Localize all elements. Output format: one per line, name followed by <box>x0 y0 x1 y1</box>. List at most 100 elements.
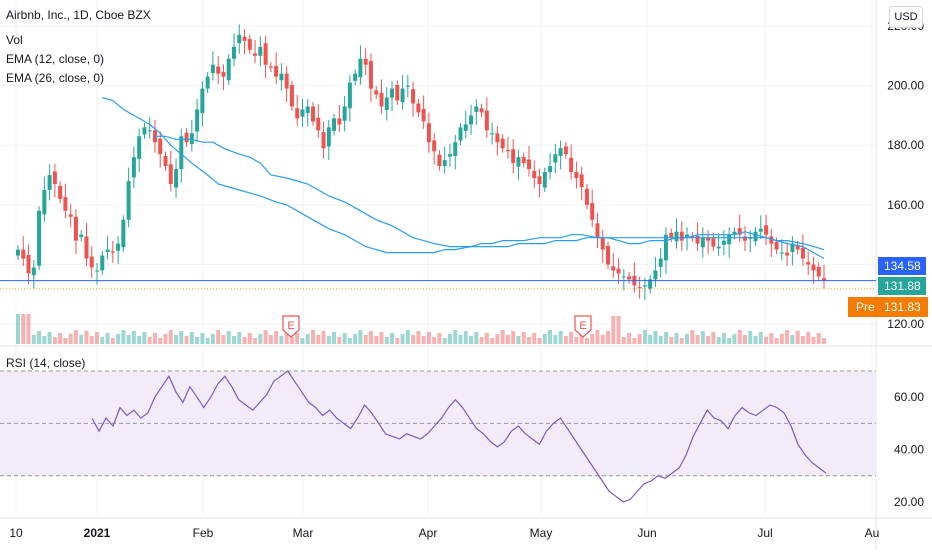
candle-body <box>395 85 400 101</box>
volume-bar <box>621 337 626 344</box>
volume-bar <box>258 334 263 344</box>
candle-body <box>205 76 210 89</box>
candle-body <box>474 106 479 112</box>
candle-body <box>542 172 547 188</box>
volume-bar <box>437 333 442 344</box>
candle-body <box>400 88 405 103</box>
candle-body <box>553 154 558 163</box>
candle-body <box>642 285 647 287</box>
rsi-legend[interactable]: RSI (14, close) <box>6 356 86 370</box>
candle-body <box>311 106 316 122</box>
candle-body <box>495 133 500 143</box>
candle-body <box>574 172 579 179</box>
volume-bar <box>89 336 94 344</box>
volume-bar <box>205 338 210 344</box>
price-tick-label: 120.00 <box>887 317 924 331</box>
volume-bar <box>526 337 531 344</box>
earnings-marker[interactable]: E <box>574 315 592 338</box>
volume-legend[interactable]: Vol <box>6 33 23 47</box>
rsi-tick-label: 40.00 <box>894 443 924 457</box>
volume-bar <box>484 333 489 344</box>
candle-body <box>721 240 726 245</box>
candle-body <box>685 234 690 238</box>
candle-body <box>347 82 352 109</box>
candle-body <box>500 138 505 149</box>
volume-bar <box>121 330 126 344</box>
volume-bar <box>616 316 621 344</box>
volume-bar <box>358 330 363 344</box>
candle-body <box>426 123 431 143</box>
candle-body <box>806 262 811 265</box>
candle-body <box>579 174 584 187</box>
candle-body <box>695 235 700 244</box>
candle-body <box>569 157 574 173</box>
volume-bar <box>537 338 542 344</box>
volume-bar <box>447 334 452 344</box>
candle-body <box>785 252 790 256</box>
volume-bar <box>790 335 795 344</box>
volume-bar <box>653 331 658 344</box>
volume-bar <box>284 332 289 344</box>
candle-body <box>289 85 294 107</box>
volume-bar <box>742 335 747 344</box>
candle-body <box>200 88 205 114</box>
candle-body <box>606 246 611 265</box>
candle-body <box>822 278 826 281</box>
volume-bar <box>558 331 563 344</box>
candle-body <box>31 267 36 276</box>
time-tick-label: 10 <box>9 526 23 540</box>
price-tick-label: 180.00 <box>887 138 924 152</box>
candle-body <box>37 210 42 266</box>
volume-bar <box>137 336 142 344</box>
volume-bar <box>73 330 78 344</box>
candle-body <box>358 58 363 78</box>
ema26-legend[interactable]: EMA (26, close, 0) <box>6 71 105 85</box>
candle-body <box>511 149 516 164</box>
volume-bar <box>237 332 242 344</box>
candle-body <box>711 237 716 247</box>
time-tick-label: May <box>530 526 553 540</box>
candle-body <box>184 132 189 143</box>
candles[interactable] <box>16 24 826 300</box>
candle-body <box>469 115 474 125</box>
rsi-line <box>91 370 827 503</box>
volume-bar <box>611 316 616 344</box>
candle-body <box>374 90 379 95</box>
volume-bar <box>174 335 179 344</box>
candle-body <box>121 219 126 248</box>
candle-body <box>147 130 152 132</box>
earnings-marker[interactable]: E <box>282 315 300 338</box>
candle-body <box>137 136 142 159</box>
ema12-legend[interactable]: EMA (12, close, 0) <box>6 52 105 66</box>
volume-bar <box>606 331 611 344</box>
volume-bar <box>42 336 47 344</box>
volume-bar <box>511 331 516 344</box>
volume-bar <box>495 334 500 344</box>
chart-title[interactable]: Airbnb, Inc., 1D, Cboe BZX <box>6 8 151 22</box>
volume-bar <box>785 330 790 344</box>
time-tick-label: Feb <box>193 526 214 540</box>
candle-body <box>300 109 305 117</box>
volume-bar <box>179 331 184 344</box>
candle-body <box>321 132 326 149</box>
volume-bar <box>242 337 247 344</box>
candle-body <box>700 237 705 248</box>
volume-bar <box>195 337 200 344</box>
candle-body <box>637 287 642 289</box>
candle-body <box>379 92 384 107</box>
candle-body <box>458 127 463 141</box>
volume-bar <box>721 333 726 344</box>
volume-bar <box>26 314 31 344</box>
volume-bar <box>753 336 758 344</box>
currency-selector[interactable]: USD <box>889 6 923 28</box>
candle-body <box>326 127 331 147</box>
rsi-tick-label: 60.00 <box>894 390 924 404</box>
candle-body <box>800 247 805 259</box>
candle-body <box>774 241 779 250</box>
volume-bar <box>548 330 553 344</box>
volume-bar <box>642 330 647 344</box>
candle-body <box>727 234 732 245</box>
